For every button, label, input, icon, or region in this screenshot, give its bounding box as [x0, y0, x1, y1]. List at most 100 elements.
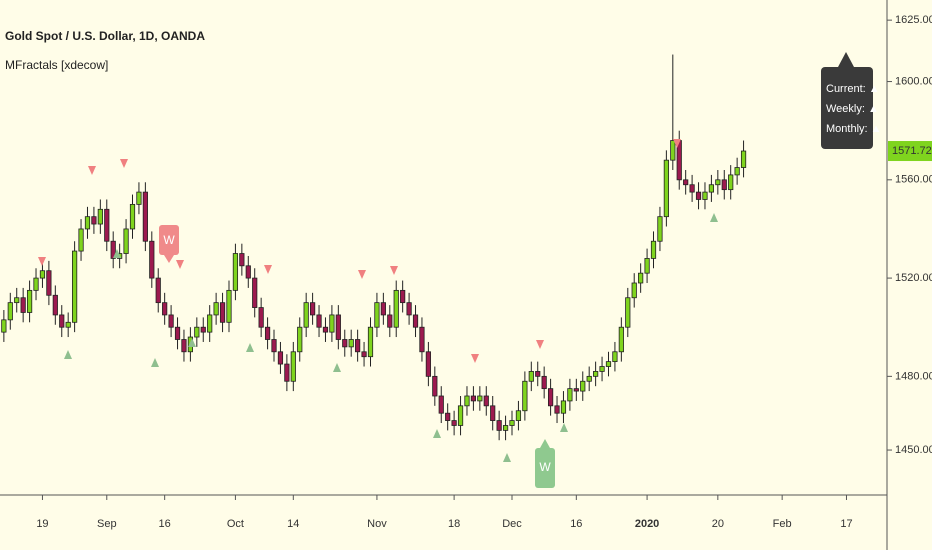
candle-body	[104, 208, 110, 242]
candle-body	[670, 140, 676, 161]
candle-body	[535, 371, 541, 377]
candle-body	[1, 319, 7, 333]
candle-body	[33, 277, 39, 291]
candle-body	[361, 351, 367, 358]
fractal-down	[471, 354, 479, 363]
badge-box	[535, 448, 555, 488]
y-tick-label: 1600.000	[895, 75, 932, 87]
candle-body	[554, 405, 560, 414]
fractal-down	[673, 139, 681, 148]
legend-box	[821, 67, 873, 149]
candle-body	[605, 361, 612, 367]
candle-body	[419, 326, 425, 353]
candle-body	[39, 270, 46, 279]
candle-body	[297, 326, 303, 353]
candle-body	[412, 314, 419, 328]
candle-body	[91, 216, 97, 225]
candle-body	[316, 314, 322, 328]
candle-body	[277, 351, 284, 365]
x-tick-label: Oct	[227, 518, 244, 530]
y-tick-label: 1520.000	[895, 272, 932, 284]
x-tick-label: 18	[448, 518, 460, 530]
fractal-up	[64, 350, 72, 359]
fractal-up	[560, 423, 568, 432]
candle-body	[541, 375, 547, 390]
candle-body	[142, 191, 148, 242]
candle-body	[149, 240, 155, 279]
candle-body	[200, 326, 206, 333]
x-tick-label: 2020	[635, 518, 659, 530]
candle-body	[290, 351, 296, 382]
fractal-up	[188, 338, 196, 347]
candle-body	[322, 326, 329, 333]
candle-body	[387, 314, 393, 328]
candle-body	[162, 302, 168, 316]
legend-entry: Current: ▲	[826, 83, 880, 95]
candle-body	[708, 184, 715, 193]
candle-body	[232, 253, 239, 291]
candle-body	[26, 289, 33, 313]
candle-body	[380, 302, 386, 316]
candle-body	[174, 326, 181, 340]
fractal-markers	[38, 139, 718, 462]
candle-body	[560, 400, 567, 414]
candle-body	[573, 388, 579, 392]
candle-body	[721, 179, 727, 191]
candle-body	[226, 289, 232, 323]
candle-body	[483, 395, 489, 407]
last-price-label: 1571.724	[892, 145, 932, 157]
candle-body	[59, 314, 65, 328]
x-tick-label: Nov	[367, 518, 387, 530]
candle-body	[207, 314, 213, 333]
candle-body	[438, 395, 444, 414]
legend-pointer	[838, 52, 854, 67]
x-tick-label: Feb	[773, 518, 792, 530]
candle-body	[496, 420, 502, 431]
fractal-up	[433, 429, 441, 438]
candle-body	[547, 388, 554, 407]
candle-body	[335, 314, 341, 340]
legend-entry: Weekly: ▲	[826, 103, 879, 115]
y-tick-label: 1450.000	[895, 444, 932, 456]
candle-body	[258, 307, 264, 328]
last-price-box	[888, 141, 932, 162]
candle-body	[657, 216, 663, 242]
candle-body	[740, 150, 747, 168]
x-tick-label: 19	[36, 518, 48, 530]
candle-body	[219, 302, 226, 323]
candle-body	[599, 366, 605, 372]
legend-entry: Monthly: ▲	[826, 123, 882, 135]
candles	[1, 54, 747, 441]
fractal-down	[390, 266, 398, 275]
fractal-up	[333, 363, 341, 372]
candle-body	[65, 321, 71, 328]
candle-body	[393, 289, 399, 328]
candle-body	[728, 174, 734, 191]
candle-body	[310, 302, 316, 316]
candle-body	[213, 302, 219, 316]
candle-body	[84, 216, 91, 230]
y-tick-label: 1480.000	[895, 370, 932, 382]
candle-body	[425, 351, 431, 377]
candle-body	[509, 420, 515, 426]
candle-body	[355, 339, 361, 353]
x-tick-label: 14	[287, 518, 299, 530]
badge-pointer	[164, 255, 174, 263]
x-tick-label: 16	[570, 518, 582, 530]
fractal-down	[264, 265, 272, 274]
candle-body	[432, 375, 438, 397]
candle-body	[97, 208, 103, 225]
candle-body	[181, 339, 187, 353]
candle-body	[245, 265, 251, 279]
candle-body	[72, 250, 78, 323]
candle-body	[663, 159, 669, 218]
candle-body	[252, 277, 258, 308]
candle-body	[631, 282, 637, 299]
candle-body	[406, 302, 412, 316]
candle-body	[20, 297, 26, 313]
y-tick-label: 1560.000	[895, 174, 932, 186]
fractal-down	[536, 340, 544, 349]
candle-body	[470, 395, 477, 402]
candle-body	[284, 363, 290, 382]
